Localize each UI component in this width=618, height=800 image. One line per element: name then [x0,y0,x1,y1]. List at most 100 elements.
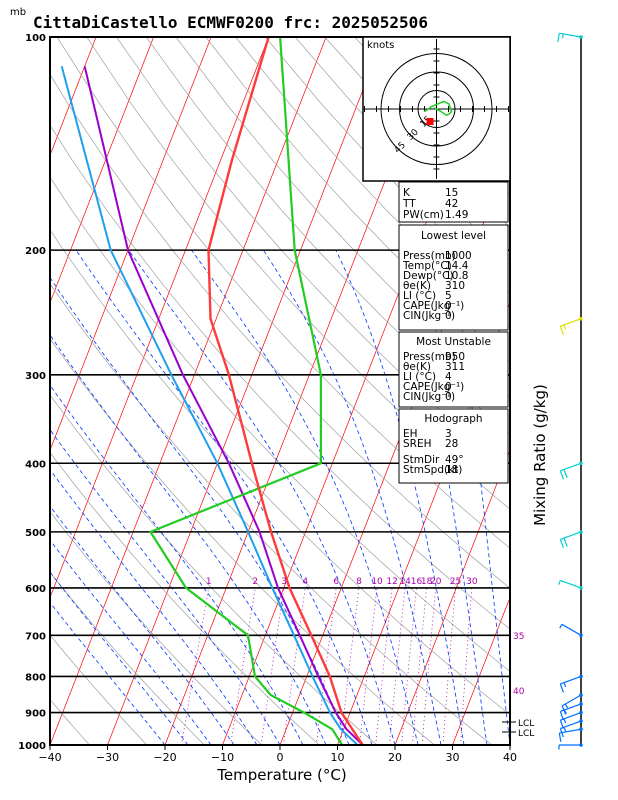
wind-barb-feather [559,719,564,729]
temperature-tick-label: −30 [96,751,119,764]
dewpoint-trace [149,37,344,745]
moist-adiabat-line [50,571,189,745]
moist-adiabat-line [191,249,419,745]
isotherm-line [50,37,327,745]
index-value: 4 [445,371,452,383]
index-label: StmSpd(kt) [403,464,462,476]
index-label: CIN(Jkg⁻¹) [403,391,455,403]
mixing-ratio-label: 8 [356,577,362,587]
wind-barb [559,623,583,638]
wind-barb [561,693,583,715]
wind-barb-base [579,719,583,723]
mixing-ratio-label: 6 [333,577,339,587]
wind-barb-feather [559,711,564,721]
wind-barb-feather [558,732,562,743]
wind-barb [559,674,583,693]
index-value: 5 [445,290,452,302]
wind-barb [558,727,583,743]
dry-adiabat-line [50,451,320,745]
chart-title: CittaDiCastello ECMWF0200 frc: 202505250… [33,13,428,32]
lcl-label: LCL [518,729,534,739]
index-value: 310 [445,280,465,292]
indices-box [398,331,509,408]
wind-barb-base [579,710,583,715]
wind-barb-feather [557,33,560,43]
index-label: Press(mb) [403,250,456,262]
temperature-tick-label: 40 [503,751,517,764]
index-value: 14.4 [445,260,469,272]
isotherm-line [394,449,510,745]
wind-barb-staff [560,462,582,472]
index-label: Temp(°C) [402,260,452,272]
index-value: 49° [445,454,464,466]
index-value: 0 [445,391,452,403]
index-label: LI (°C) [403,290,436,302]
indices-section-title: Lowest level [421,230,486,242]
moist-adiabat-line [335,249,465,745]
wind-barb-feather [558,580,561,585]
index-label: CAPE(Jkg⁻¹) [403,300,464,312]
wind-barb-feather [563,537,568,547]
index-label: CAPE(Jkg⁻¹) [403,381,464,393]
mixing-ratio-label: 30 [466,577,478,587]
moist-adiabat-line [50,505,235,745]
index-value: 18 [445,464,458,476]
index-label: Press(mb) [403,351,456,363]
mixing-ratio-axis-label: Mixing Ratio (g/kg) [531,384,549,526]
wind-barb-staff [559,728,582,734]
temperature-trace [207,37,364,745]
mixing-ratio-label: 2 [252,577,258,587]
pressure-tick-label: 200 [25,246,46,257]
pressure-tick-label: 1000 [18,741,46,752]
wind-barb [559,719,583,738]
index-value: 950 [445,351,465,363]
index-value: 0 [445,381,452,393]
dry-adiabat-line [50,124,510,630]
mixing-ratio-label: 14 [399,577,411,587]
pressure-tick-label: 900 [25,709,46,720]
index-value: 1.49 [445,209,468,221]
dry-adiabat-line [50,511,263,745]
wind-barb-staff [560,318,582,327]
wind-barb [559,461,583,480]
pressure-tick-label: 300 [25,371,46,382]
moist-adiabat-line [128,249,396,745]
index-label: θe(K) [403,361,431,373]
wind-barb-base [579,586,583,590]
storm-motion-marker [426,118,434,125]
moist-adiabat-line [50,334,327,745]
temperature-tick-label: 30 [446,751,460,764]
pressure-tick-label: 700 [25,631,46,642]
wind-barb [559,530,583,549]
mixing-ratio-line [442,587,456,745]
sounding-traces [60,37,364,745]
index-label: EH [403,428,418,440]
dry-adiabat-line [50,229,510,716]
pressure-tick-label: 100 [25,33,46,44]
wind-barb [559,710,583,729]
index-label: StmDir [403,454,440,466]
wind-barb-base [579,530,583,534]
mixing-ratio-label: 3 [281,577,287,587]
pressure-tick-label: 600 [25,584,46,595]
moist-adiabat-line [263,249,442,745]
wind-barbs [557,32,583,750]
index-value: 1000 [445,250,472,262]
index-value: 3 [445,428,452,440]
wind-barb-feather [559,683,564,693]
isotherm-line [50,37,212,452]
wind-barb-feather [559,326,564,335]
theta-e-label: 40 [513,687,525,697]
mixing-ratio-line [260,587,285,745]
wind-barb-base [579,674,583,679]
index-value: 28 [445,438,458,450]
temperature-tick-label: −40 [38,751,61,764]
wind-barb-feather [559,539,564,549]
wind-barb-staff [561,623,582,636]
dry-adiabat-line [50,73,510,589]
wind-barb-feather [561,705,567,715]
